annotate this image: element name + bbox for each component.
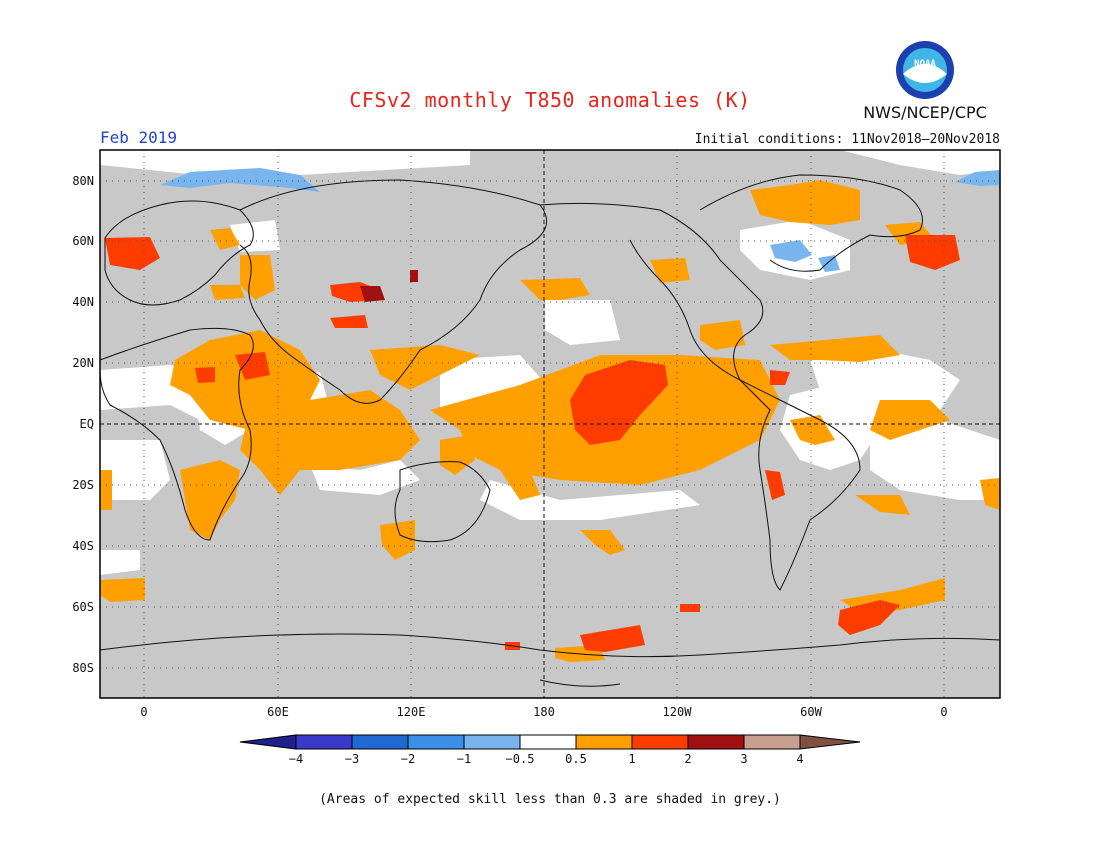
noaa-logo: NOAA xyxy=(893,40,957,100)
colorbar-arrow-left xyxy=(239,734,297,750)
lat-label: 80N xyxy=(72,174,94,188)
colorbar-label: −0.5 xyxy=(506,752,535,766)
lat-label: EQ xyxy=(80,417,94,431)
lon-label: 120W xyxy=(663,705,693,719)
colorbar-label: 3 xyxy=(740,752,747,766)
lon-label: 120E xyxy=(397,705,426,719)
forecast-month: Feb 2019 xyxy=(100,128,178,147)
lat-label: 60S xyxy=(72,600,94,614)
colorbar-label: −4 xyxy=(289,752,303,766)
logo-text: NOAA xyxy=(914,59,936,69)
colorbar-label: −1 xyxy=(457,752,471,766)
colorbar-label: −2 xyxy=(401,752,415,766)
lat-label: 20N xyxy=(72,356,94,370)
initial-conditions: Initial conditions: 11Nov2018–20Nov2018 xyxy=(694,132,1000,147)
colorbar-bin xyxy=(575,734,633,750)
map-frame xyxy=(99,149,1001,699)
lat-label: 40N xyxy=(72,295,94,309)
lat-label: 60N xyxy=(72,234,94,248)
colorbar-bin xyxy=(631,734,689,750)
cool-anomalies xyxy=(160,168,1000,272)
colorbar-bin xyxy=(351,734,409,750)
warm-anomalies-darkred xyxy=(360,270,418,302)
lat-label: 80S xyxy=(72,661,94,675)
colorbar-arrow-right xyxy=(799,734,861,750)
lon-label: 0 xyxy=(140,705,147,719)
lon-label: 60E xyxy=(267,705,289,719)
colorbar-bin xyxy=(407,734,465,750)
grid-lines xyxy=(100,150,1000,698)
coastlines xyxy=(99,174,1001,687)
agency-label: NWS/NCEP/CPC xyxy=(863,103,987,122)
chart-title: CFSv2 monthly T850 anomalies (K) xyxy=(349,88,751,112)
warm-anomalies-red xyxy=(105,235,960,652)
lon-label: 60W xyxy=(800,705,822,719)
lat-label: 20S xyxy=(72,478,94,492)
colorbar-bin xyxy=(295,734,353,750)
skill-footnote: (Areas of expected skill less than 0.3 a… xyxy=(319,792,781,807)
colorbar-bin xyxy=(463,734,521,750)
lon-label: 180 xyxy=(533,705,555,719)
lon-label: 0 xyxy=(940,705,947,719)
colorbar-label: 0.5 xyxy=(565,752,587,766)
lat-label: 40S xyxy=(72,539,94,553)
colorbar-label: 1 xyxy=(628,752,635,766)
colorbar-label: 2 xyxy=(684,752,691,766)
lat-labels: 80N 60N 40N 20N EQ 20S 40S 60S 80S xyxy=(72,174,94,675)
lon-labels: 0 60E 120E 180 120W 60W 0 xyxy=(140,705,947,719)
colorbar-bin xyxy=(743,734,801,750)
colorbar xyxy=(239,734,861,750)
colorbar-bin xyxy=(687,734,745,750)
colorbar-bin xyxy=(519,734,577,750)
colorbar-label: 4 xyxy=(796,752,803,766)
colorbar-labels: −4 −3 −2 −1 −0.5 0.5 1 2 3 4 xyxy=(289,752,804,766)
colorbar-label: −3 xyxy=(345,752,359,766)
